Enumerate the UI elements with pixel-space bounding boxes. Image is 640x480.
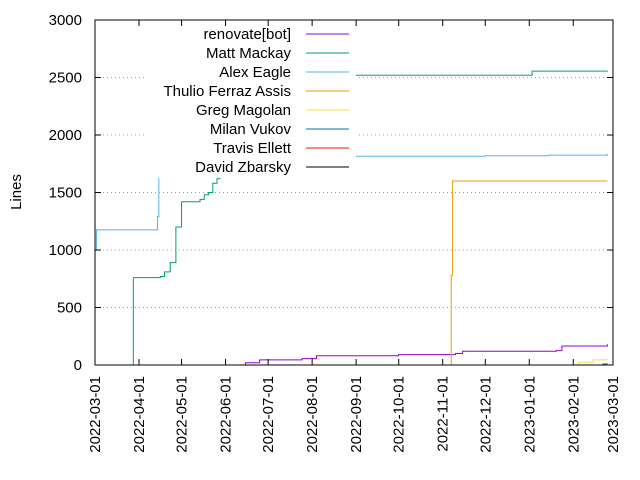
x-tick-label: 2022-10-01 xyxy=(391,376,408,453)
y-tick-label: 0 xyxy=(74,357,82,374)
legend-label-david-zbarsky: David Zbarsky xyxy=(195,159,291,176)
series-line-renovate-bot xyxy=(238,344,608,366)
x-tick-label: 2022-06-01 xyxy=(218,376,235,453)
legend-label-travis-ellett: Travis Ellett xyxy=(213,140,292,157)
x-axis-ticks: 2022-03-01 2022-04-01 2022-05-01 2022-06-01… xyxy=(87,20,622,453)
series-line-thulio-ferraz-assis xyxy=(449,180,608,366)
x-tick-label: 2023-02-01 xyxy=(565,376,582,453)
y-axis-ticks: 0 500 1000 1500 2000 2500 3000 xyxy=(49,12,613,374)
y-tick-label: 2000 xyxy=(49,127,82,144)
x-tick-label: 2022-12-01 xyxy=(477,376,494,453)
legend-bg xyxy=(146,159,356,178)
y-axis-label: Lines xyxy=(8,174,25,210)
y-tick-label: 3000 xyxy=(49,12,82,29)
legend-bg xyxy=(146,26,356,45)
x-tick-label: 2022-03-01 xyxy=(87,376,104,453)
x-tick-label: 2022-11-01 xyxy=(435,376,452,452)
series-line-greg-magolan xyxy=(563,359,608,366)
legend-bg xyxy=(146,83,356,102)
y-tick-label: 2500 xyxy=(49,70,82,87)
legend-label-greg-magolan: Greg Magolan xyxy=(196,102,291,119)
legend-bg xyxy=(146,45,356,64)
x-tick-label: 2022-04-01 xyxy=(131,376,148,453)
legend-label-renovate-bot: renovate[bot] xyxy=(203,26,291,43)
legend-label-milan-vukov: Milan Vukov xyxy=(210,121,292,138)
legend-label-thulio-ferraz-assis: Thulio Ferraz Assis xyxy=(163,83,291,100)
legend: renovate[bot] Matt Mackay Alex Eagle Thulio… xyxy=(146,26,356,178)
legend-bg xyxy=(146,121,356,140)
x-tick-label: 2023-01-01 xyxy=(521,376,538,453)
y-tick-label: 1500 xyxy=(49,185,82,202)
legend-label-alex-eagle: Alex Eagle xyxy=(219,64,291,81)
x-tick-label: 2023-03-01 xyxy=(605,376,622,453)
legend-bg xyxy=(146,102,356,121)
x-tick-label: 2022-07-01 xyxy=(260,376,277,453)
legend-bg xyxy=(146,140,356,159)
y-tick-label: 500 xyxy=(57,300,82,317)
x-tick-label: 2022-09-01 xyxy=(348,376,365,453)
x-tick-label: 2022-05-01 xyxy=(174,376,191,453)
legend-bg xyxy=(146,64,356,83)
y-tick-label: 1000 xyxy=(49,242,82,259)
x-tick-label: 2022-08-01 xyxy=(304,376,321,453)
legend-label-matt-mackay: Matt Mackay xyxy=(206,45,292,62)
